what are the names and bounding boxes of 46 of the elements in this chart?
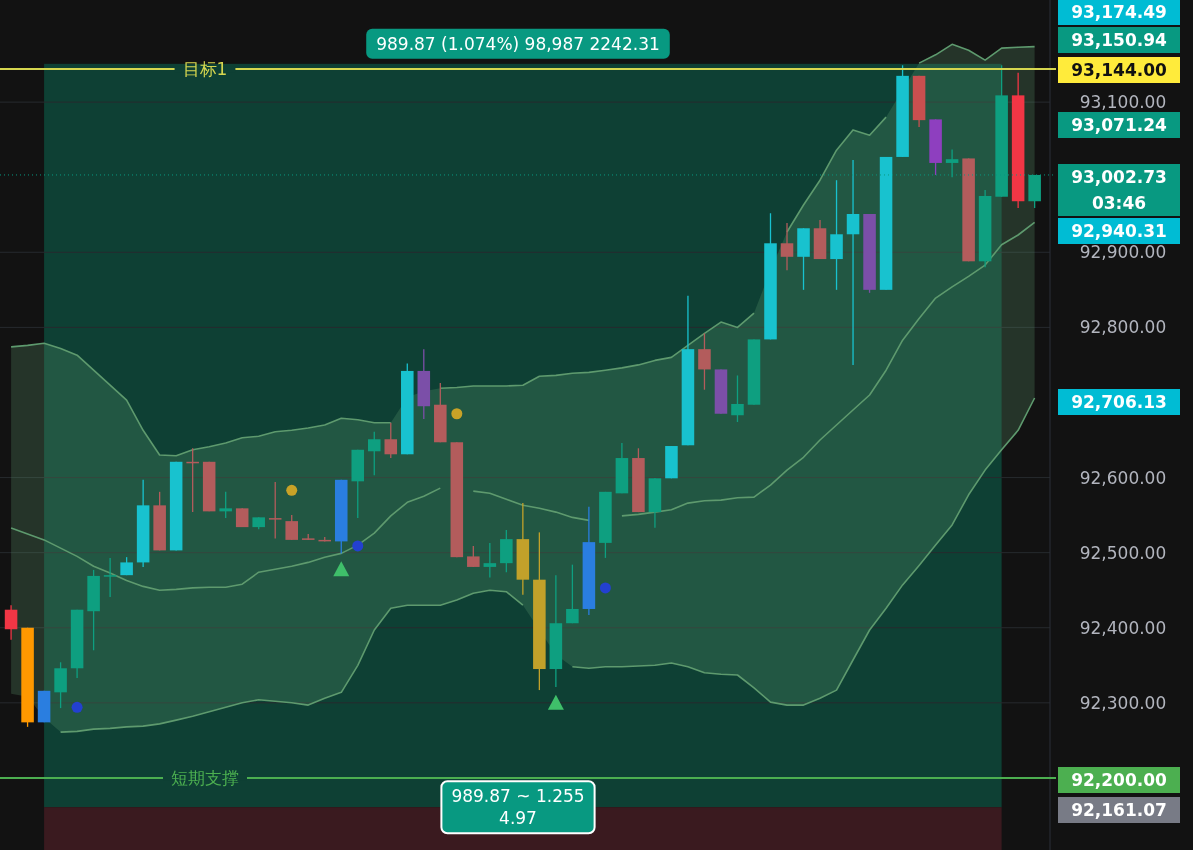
candlestick [731, 374, 744, 423]
note: 989.87 ~ 1.255 4.97 [440, 780, 596, 835]
candlestick [467, 545, 480, 568]
y-tick-label: 92,800.00 [1079, 317, 1167, 338]
y-tick-label: 92,400.00 [1079, 617, 1167, 638]
candlestick [4, 604, 18, 641]
text: 92,200.00 [1071, 770, 1168, 790]
candlestick [566, 564, 579, 624]
point [599, 582, 611, 594]
point [333, 561, 350, 577]
candlestick [780, 222, 794, 271]
candlestick [483, 542, 497, 579]
ref-line-label: 短期支撑 [171, 767, 239, 788]
text: 93,144.00 [1071, 60, 1168, 80]
point [352, 540, 364, 552]
candlestick [846, 159, 860, 366]
candlestick [698, 332, 711, 391]
y-tick-label: 93,100.00 [1079, 92, 1167, 113]
text: 92,161.07 [1071, 800, 1167, 820]
point [286, 484, 298, 496]
ref-line-label: 目标1 [182, 59, 228, 80]
y-tick-label: 92,600.00 [1079, 467, 1167, 488]
text: 92,940.31 [1071, 221, 1167, 241]
text: 93,071.24 [1071, 115, 1168, 135]
annotation: 989.87 (1.074%) 98,987 2242.31 [376, 33, 660, 54]
candlestick [384, 422, 398, 459]
y-tick-label: 92,900.00 [1079, 242, 1167, 263]
text: 93,174.49 [1071, 2, 1167, 22]
text: 92,706.13 [1071, 392, 1167, 412]
candlestick [945, 148, 959, 178]
point [71, 701, 83, 713]
point [547, 694, 564, 710]
y-tick-label: 92,300.00 [1079, 692, 1167, 713]
note: 989.87 (1.074%) 98,987 2242.31 [366, 28, 670, 59]
candlestick [219, 491, 232, 519]
annotation: 4.97 [499, 808, 537, 829]
text: 93,150.94 [1071, 30, 1168, 50]
annotation: 989.87 ~ 1.255 [451, 786, 585, 807]
text: 93,002.73 [1071, 167, 1167, 187]
candlestick [368, 431, 381, 476]
y-tick-label: 92,500.00 [1079, 542, 1167, 563]
text: 03:46 [1091, 193, 1147, 213]
candlestick [285, 514, 298, 541]
candlestick [268, 481, 282, 540]
point [451, 408, 463, 420]
candlestick [103, 557, 117, 598]
